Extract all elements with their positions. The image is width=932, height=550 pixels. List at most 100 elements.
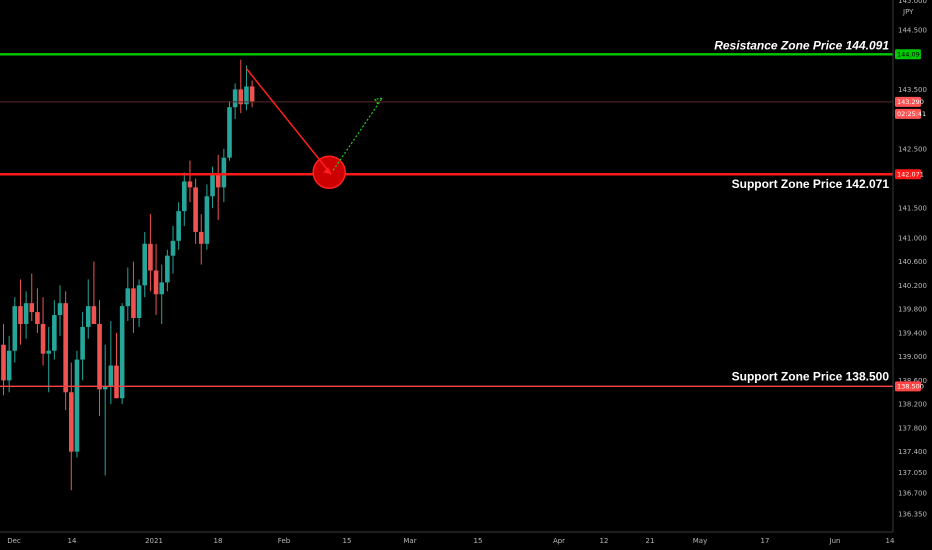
price-tick-label: 141.500 — [898, 205, 927, 213]
candle-body — [159, 282, 164, 295]
candle-body — [232, 89, 238, 108]
candle-body — [227, 107, 232, 158]
price-levels[interactable] — [0, 53, 893, 388]
price-tick-label: 140.200 — [898, 282, 927, 290]
price-tick-label: 139.000 — [898, 353, 927, 361]
candle-body — [148, 243, 153, 271]
candle-body — [46, 350, 51, 354]
candle-body — [198, 231, 204, 244]
price-tags: 144.091 143.290 02:25:41 142.071 138.500 — [895, 49, 926, 392]
price-tick-label: 136.700 — [898, 490, 927, 498]
bar-countdown-tag: 02:25:41 — [897, 110, 926, 118]
candle-body — [40, 323, 46, 354]
candle-body — [221, 157, 227, 188]
resistance-zone-label: Resistance Zone Price 144.091 — [714, 38, 889, 52]
candle-body — [23, 303, 29, 324]
drop-arrow-line — [245, 68, 332, 175]
price-axis-background — [893, 0, 932, 532]
candle-body — [18, 306, 23, 324]
price-tick-label: 143.500 — [898, 86, 927, 94]
candle-body — [182, 181, 187, 212]
time-tick-label: 14 — [886, 537, 895, 545]
time-tick-label: 14 — [68, 537, 77, 545]
support-price-tag-box — [895, 169, 921, 180]
price-tick-label: 137.400 — [898, 448, 927, 456]
support-zone-label-lower: Support Zone Price 138.500 — [732, 369, 890, 383]
candle-body — [125, 288, 131, 307]
candle-body — [142, 243, 148, 286]
price-tick-label: 141.000 — [898, 234, 927, 242]
candle-body — [131, 288, 136, 319]
candle-body — [102, 386, 108, 390]
candle-body — [187, 181, 193, 188]
price-tick-label: 139.400 — [898, 329, 927, 337]
price-tick-label: 138.600 — [898, 377, 927, 385]
candle-body — [57, 303, 63, 316]
candle-body — [170, 240, 176, 256]
time-tick-label: 21 — [646, 537, 655, 545]
price-tick-label: 139.800 — [898, 306, 927, 314]
candle-body — [210, 175, 215, 197]
drop-arrow-head — [323, 167, 332, 175]
price-tick-label: 142.500 — [898, 145, 927, 153]
candle-body — [91, 306, 97, 324]
lower-support-price-tag: 138.500 — [897, 383, 924, 391]
time-tick-label: Apr — [553, 537, 565, 545]
time-tick-label: 17 — [761, 537, 770, 545]
price-tick-label: 145.000 — [898, 0, 927, 5]
candle-body — [80, 326, 85, 360]
candle-body — [108, 365, 114, 387]
time-tick-label: Feb — [278, 537, 291, 545]
candle-body — [176, 211, 181, 241]
price-tick-label: 140.600 — [898, 258, 927, 266]
bar-countdown-tag-box — [895, 108, 921, 119]
rebound-arrow-head — [374, 97, 383, 105]
candle-body — [165, 255, 170, 283]
zone-labels: Resistance Zone Price 144.091 Support Zon… — [714, 38, 889, 383]
resistance-price-tag-box — [895, 49, 921, 60]
time-tick-label: Dec — [7, 537, 21, 545]
candle-body — [85, 306, 91, 327]
currency-label: JPY — [902, 8, 914, 16]
candle-body — [35, 312, 40, 324]
time-axis[interactable]: Dec 14 2021 18 Feb 15 Mar 15 Apr 12 21 May 17 Jun 14 — [0, 531, 895, 545]
candle-body — [6, 350, 12, 381]
price-tick-label: 144.500 — [898, 27, 927, 35]
rebound-arrow-line — [332, 97, 383, 171]
price-tick-label: 137.800 — [898, 424, 927, 432]
resistance-price-tag: 144.091 — [897, 51, 924, 59]
candle-body — [119, 306, 125, 399]
time-tick-label: Mar — [403, 537, 416, 545]
price-axis[interactable]: 145.000 144.500 143.500 142.500 141.500 141.0… — [892, 0, 932, 532]
time-tick-label: 15 — [343, 537, 352, 545]
time-tick-label: 12 — [600, 537, 609, 545]
candle-body — [74, 359, 80, 452]
candles — [1, 59, 255, 491]
time-tick-label: 2021 — [145, 537, 163, 545]
candle-body — [193, 187, 198, 232]
price-tick-label: 137.050 — [898, 469, 927, 477]
last-price-tag: 143.290 — [897, 98, 924, 106]
candle-body — [204, 196, 210, 244]
time-tick-label: Jun — [829, 537, 841, 545]
candle-body — [1, 344, 6, 381]
price-tick-label: 136.350 — [898, 511, 927, 519]
candle-body — [215, 175, 221, 188]
candle-body — [69, 392, 74, 452]
time-tick-label: 18 — [214, 537, 223, 545]
price-tick-label: 138.200 — [898, 401, 927, 409]
candle-body — [29, 303, 35, 313]
candle-body — [114, 365, 119, 399]
candle-body — [244, 86, 249, 105]
candle-body — [12, 306, 18, 351]
candle-body — [238, 89, 244, 105]
support-zone-label: Support Zone Price 142.071 — [732, 177, 890, 191]
last-price-tag-box — [895, 96, 921, 107]
lower-support-price-tag-box — [895, 381, 921, 392]
candle-body — [153, 270, 159, 295]
projection-arrows — [245, 68, 383, 189]
candle-body — [63, 303, 68, 393]
candle-body — [97, 323, 102, 390]
